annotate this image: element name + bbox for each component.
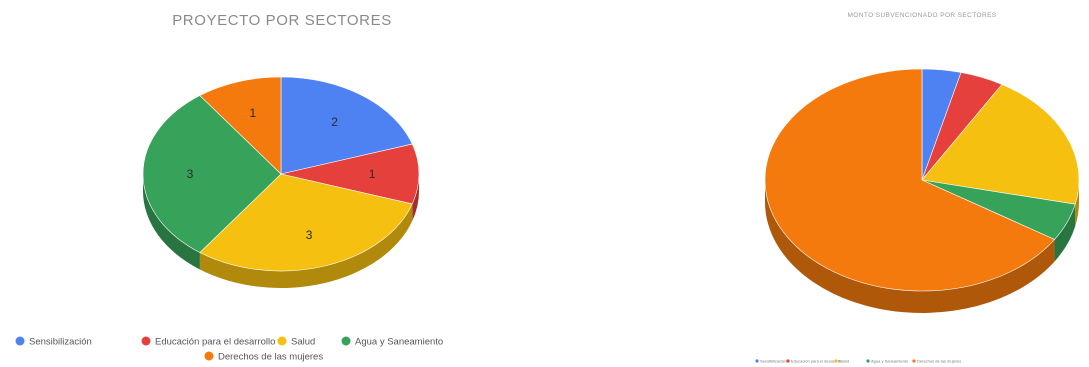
pie-slice bbox=[764, 68, 1056, 292]
legend-marker bbox=[141, 336, 151, 346]
chart-proyecto-por-sectores: PROYECTO POR SECTORES 2 1 3 3 1 Sensibilizac… bbox=[15, 12, 443, 363]
chart-title: MONTO SUBVENCIONADO POR SECTORES bbox=[847, 12, 996, 19]
pie-slice-side bbox=[765, 180, 1055, 314]
data-label: 1 bbox=[369, 167, 376, 181]
legend-label: Salud bbox=[291, 337, 315, 348]
legend-marker bbox=[834, 359, 838, 363]
legend-marker bbox=[341, 336, 351, 346]
legend-label: Educación para el desarrollo bbox=[155, 337, 275, 348]
pie-slice bbox=[280, 143, 420, 205]
pie-slice-side bbox=[1075, 180, 1079, 227]
chart-title: PROYECTO POR SECTORES bbox=[172, 12, 392, 29]
pie-slice-side bbox=[143, 174, 200, 270]
pie-slice-side bbox=[412, 174, 419, 221]
pie-slice bbox=[199, 173, 413, 272]
data-label: 3 bbox=[306, 228, 313, 242]
pie-slice bbox=[142, 95, 282, 253]
legend-label: Agua y Saneamiento bbox=[355, 337, 443, 348]
pie-plot: 2 1 3 3 1 bbox=[142, 76, 420, 288]
legend-marker bbox=[866, 359, 870, 363]
data-label: 1 bbox=[250, 106, 257, 120]
pie-slice bbox=[921, 84, 1080, 205]
legend-marker bbox=[912, 359, 916, 363]
legend-marker bbox=[277, 336, 287, 346]
legend-label: Sensibilización bbox=[760, 358, 786, 363]
legend: Sensibilización Educación para el desarro… bbox=[15, 336, 443, 363]
legend-label: Salud bbox=[839, 358, 849, 363]
legend-label: Educación para el desarrollo bbox=[791, 358, 842, 363]
legend-label: Sensibilización bbox=[29, 337, 92, 348]
pie-plot bbox=[764, 68, 1080, 314]
legend-label: Derechos de las mujeres bbox=[218, 352, 323, 363]
legend-marker bbox=[755, 359, 759, 363]
chart-monto-subvencionado: MONTO SUBVENCIONADO POR SECTORES Sensibi… bbox=[755, 12, 1080, 363]
legend: Sensibilización Educación para el desarro… bbox=[755, 358, 961, 363]
data-label: 3 bbox=[187, 167, 194, 181]
pie-slice-side bbox=[1054, 204, 1076, 262]
legend-label: Agua y Saneamiento bbox=[871, 358, 909, 363]
pie-slice bbox=[199, 76, 282, 175]
pie-slice-side bbox=[199, 203, 413, 288]
legend-marker bbox=[786, 359, 790, 363]
data-label: 2 bbox=[331, 115, 338, 129]
legend-label: Derechos de las mujeres bbox=[917, 358, 961, 363]
pie-slice bbox=[280, 76, 413, 175]
legend-marker bbox=[204, 351, 214, 361]
legend-marker bbox=[15, 336, 25, 346]
